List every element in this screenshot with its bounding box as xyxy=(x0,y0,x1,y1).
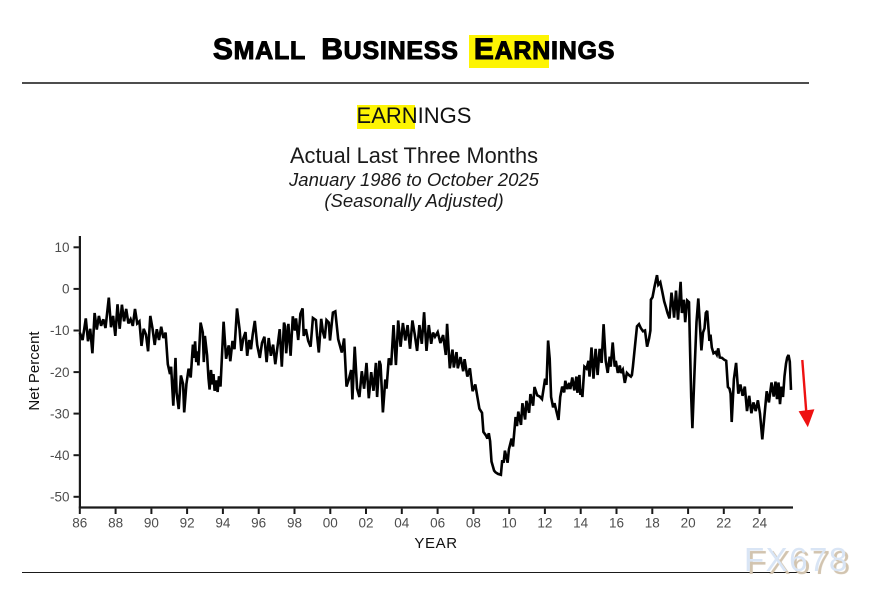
svg-text:20: 20 xyxy=(681,516,696,531)
svg-text:86: 86 xyxy=(72,516,87,531)
svg-text:-40: -40 xyxy=(50,448,70,463)
svg-text:00: 00 xyxy=(323,516,338,531)
svg-text:-10: -10 xyxy=(50,323,70,338)
svg-text:88: 88 xyxy=(108,516,123,531)
svg-text:22: 22 xyxy=(716,516,731,531)
svg-text:0: 0 xyxy=(62,282,70,297)
svg-text:-50: -50 xyxy=(50,490,70,505)
svg-text:96: 96 xyxy=(251,516,266,531)
svg-text:12: 12 xyxy=(537,516,552,531)
svg-text:18: 18 xyxy=(645,516,660,531)
svg-text:24: 24 xyxy=(752,516,768,531)
svg-text:06: 06 xyxy=(430,516,445,531)
svg-text:YEAR: YEAR xyxy=(414,535,457,552)
svg-text:10: 10 xyxy=(54,240,69,255)
svg-text:02: 02 xyxy=(358,516,373,531)
svg-text:10: 10 xyxy=(502,516,517,531)
svg-text:04: 04 xyxy=(394,516,410,531)
svg-text:-20: -20 xyxy=(50,365,70,380)
svg-text:16: 16 xyxy=(609,516,624,531)
svg-text:98: 98 xyxy=(287,516,302,531)
svg-text:94: 94 xyxy=(215,516,231,531)
svg-text:92: 92 xyxy=(180,516,195,531)
svg-text:-30: -30 xyxy=(50,406,70,421)
svg-text:14: 14 xyxy=(573,516,589,531)
svg-text:08: 08 xyxy=(466,516,481,531)
svg-text:Net Percent: Net Percent xyxy=(26,331,43,411)
svg-text:90: 90 xyxy=(144,516,159,531)
